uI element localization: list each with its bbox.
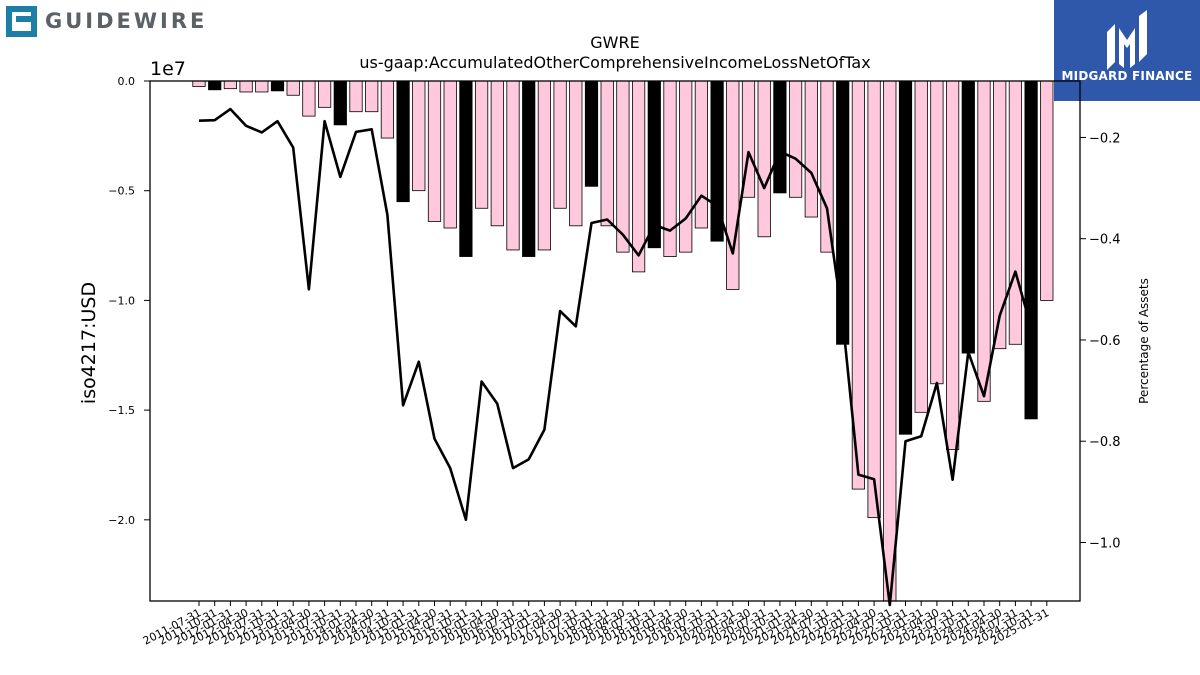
- bar-quarter: [726, 80, 740, 290]
- percentage-of-assets-line: [198, 107, 1033, 607]
- bar-annual: [647, 80, 661, 249]
- bar-annual: [333, 80, 347, 126]
- bar-annual: [584, 80, 599, 187]
- bar-quarter: [679, 80, 693, 253]
- bar-quarter: [946, 80, 960, 451]
- bar-quarter: [1040, 80, 1054, 301]
- bar-quarter: [993, 80, 1007, 350]
- guidewire-g-logo-icon: [6, 5, 37, 37]
- bar-series: [192, 80, 1054, 602]
- bar-annual: [836, 80, 850, 345]
- bar-quarter: [317, 80, 332, 108]
- bar-quarter: [427, 80, 442, 222]
- guidewire-logo-text: GUIDEWIRE: [45, 9, 208, 33]
- bar-quarter: [867, 80, 881, 519]
- y2-tick-label: −1.0: [1089, 536, 1121, 551]
- bar-annual: [961, 80, 975, 354]
- bar-annual: [1024, 80, 1038, 420]
- bar-quarter: [553, 80, 567, 209]
- bar-quarter: [365, 80, 379, 113]
- bar-quarter: [600, 80, 614, 227]
- percentage-line-series: [198, 107, 1033, 607]
- axes: 0.0−0.5−1.0−1.5−2.0−0.2−0.4−0.6−0.8−1.02…: [108, 75, 1120, 648]
- bar-quarter: [380, 80, 395, 139]
- bar-annual: [459, 80, 473, 257]
- y2-tick-label: −0.6: [1089, 334, 1121, 349]
- guidewire-logo: GUIDEWIRE: [6, 5, 207, 37]
- bar-quarter: [302, 80, 316, 117]
- bar-quarter: [1008, 80, 1023, 345]
- y-tick-label: 0.0: [118, 75, 136, 88]
- bar-quarter: [977, 80, 991, 402]
- bar-quarter: [223, 80, 237, 90]
- chart-subtitle: us-gaap:AccumulatedOtherComprehensiveInc…: [359, 53, 870, 72]
- bar-annual: [396, 80, 410, 203]
- y-tick-label: −1.0: [108, 294, 135, 307]
- bar-annual: [898, 80, 913, 435]
- bar-quarter: [883, 80, 897, 602]
- midgard-m-logo-icon: [1107, 10, 1147, 70]
- y2-tick-label: −0.2: [1089, 131, 1121, 146]
- chart-title: GWRE: [590, 33, 639, 52]
- bar-quarter: [537, 80, 552, 251]
- bar-annual: [270, 80, 285, 92]
- bar-quarter: [490, 80, 504, 227]
- bar-annual: [773, 80, 787, 194]
- bar-quarter: [474, 80, 489, 209]
- y-tick-label: −1.5: [108, 404, 135, 417]
- bar-quarter: [694, 80, 709, 229]
- bar-quarter: [789, 80, 803, 198]
- bar-quarter: [569, 80, 583, 227]
- bar-quarter: [914, 80, 928, 413]
- y-tick-label: −0.5: [108, 185, 135, 198]
- midgard-finance-logo: MIDGARD FINANCE: [1054, 0, 1200, 101]
- y-axis-label: iso4217:USD: [78, 282, 100, 404]
- y2-axis-label: Percentage of Assets: [1137, 278, 1151, 404]
- bar-quarter: [820, 80, 834, 253]
- bar-quarter: [616, 80, 630, 253]
- bar-quarter: [443, 80, 457, 229]
- bar-annual: [522, 80, 536, 257]
- bar-quarter: [506, 80, 520, 251]
- plot-frame: [149, 80, 1081, 602]
- bar-quarter: [255, 80, 269, 93]
- bar-quarter: [192, 80, 206, 87]
- bar-annual: [208, 80, 222, 91]
- y-offset-label: 1e7: [150, 58, 186, 80]
- y2-tick-label: −0.8: [1089, 435, 1121, 450]
- bar-quarter: [239, 80, 253, 93]
- bar-quarter: [286, 80, 300, 96]
- bar-quarter: [757, 80, 771, 238]
- bar-quarter: [804, 80, 818, 218]
- y2-tick-label: −0.4: [1089, 233, 1121, 248]
- y-tick-label: −2.0: [108, 514, 135, 527]
- bar-quarter: [930, 80, 944, 385]
- midgard-finance-logo-text: MIDGARD FINANCE: [1061, 69, 1193, 83]
- bar-quarter: [632, 80, 646, 273]
- bar-quarter: [412, 80, 426, 192]
- bar-quarter: [349, 80, 363, 113]
